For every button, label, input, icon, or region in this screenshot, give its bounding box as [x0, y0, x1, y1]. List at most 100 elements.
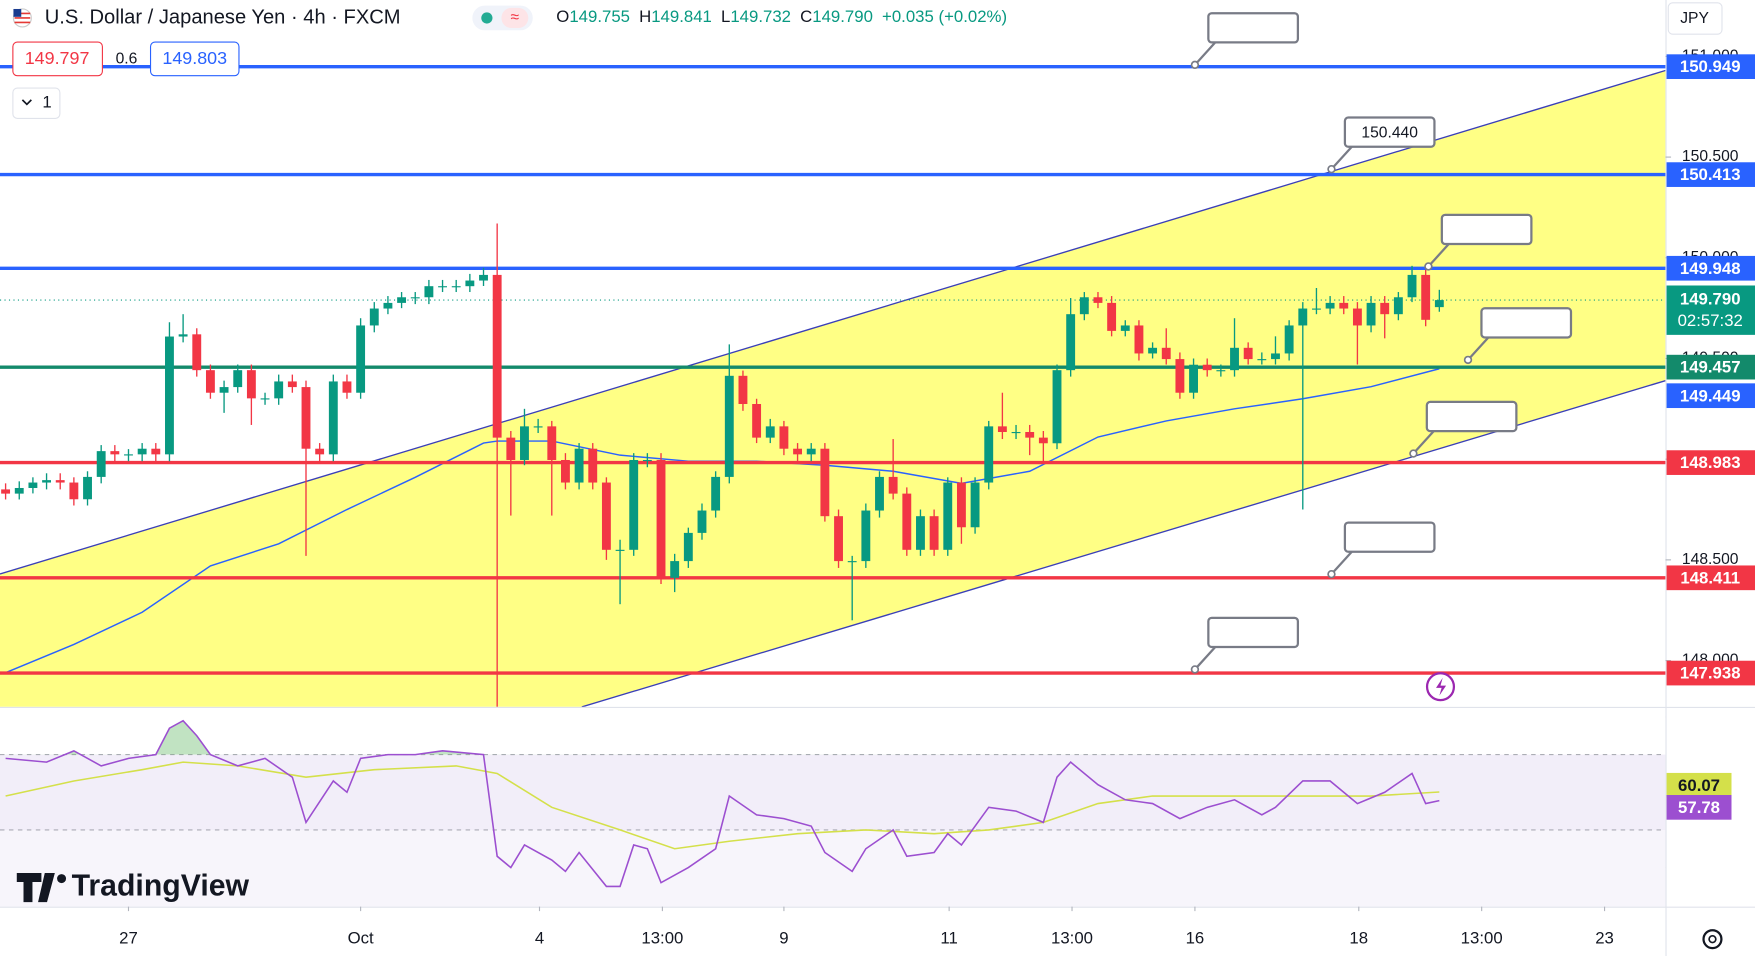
candle-body: [711, 476, 721, 511]
currency[interactable]: JPY: [1680, 10, 1709, 27]
candle-body: [1025, 431, 1035, 438]
rsi-badge-text: 57.78: [1678, 798, 1720, 817]
chevron[interactable]: [21, 99, 32, 106]
candle-body: [1421, 274, 1431, 320]
o-value: 149.755: [569, 7, 630, 26]
candle-body: [997, 426, 1007, 432]
candles-layer: [1, 223, 1444, 707]
candle-body: [1298, 308, 1308, 326]
market-open-dot: [481, 12, 493, 24]
candle-body: [875, 476, 884, 511]
data-icon-glyph: ≈: [511, 9, 520, 26]
candle-body: [902, 493, 912, 550]
candle-body: [260, 398, 270, 400]
candle-body: [1175, 359, 1185, 393]
candle-body: [192, 334, 202, 371]
l-label: L: [721, 7, 730, 26]
callout-anchor: [1327, 569, 1336, 579]
lightning[interactable]: [1436, 677, 1447, 696]
candle-body: [14, 487, 24, 494]
rsi-badge: [1666, 772, 1732, 798]
callout-anchor: [1409, 449, 1418, 458]
level-badge: [1666, 450, 1755, 475]
candle-body: [1120, 325, 1130, 331]
sell-price[interactable]: 149.797: [25, 48, 90, 68]
candle-body: [1325, 302, 1335, 309]
last-price-badge: [1666, 285, 1755, 335]
candle-body: [1271, 353, 1280, 360]
candle-body: [301, 387, 311, 449]
candle-body: [1093, 297, 1103, 303]
candle-body: [369, 308, 379, 326]
candle-body: [533, 426, 543, 428]
candle-body: [233, 370, 243, 388]
callout-box: [1440, 213, 1533, 246]
candle-body: [274, 381, 284, 399]
callout-box: [1480, 307, 1573, 339]
candle-body: [752, 404, 762, 438]
callout-anchor: [1463, 355, 1473, 365]
candle-body: [1216, 370, 1226, 372]
change: +0.035 (+0.02%): [882, 7, 1007, 26]
callout-leader: [1330, 548, 1355, 575]
candle-body: [765, 426, 775, 438]
candle-body: [1230, 347, 1239, 371]
y-tick-label: 150.500: [1682, 148, 1739, 165]
settings-icon-center[interactable]: [1708, 934, 1717, 944]
x-tick-label: 16: [1186, 929, 1205, 948]
candle-body: [1107, 302, 1117, 331]
candle-body: [1134, 325, 1144, 354]
ohlc: O149.755 H149.841 L149.732 C149.790 +0.0…: [556, 7, 1007, 26]
ma-badge: [1666, 383, 1755, 409]
candle-body: [287, 381, 297, 388]
last-price-text: 149.790: [1680, 290, 1741, 309]
candle-body: [1407, 274, 1417, 298]
settings-icon[interactable]: [1702, 929, 1723, 950]
sell-button[interactable]: [12, 41, 103, 77]
candle-body: [1352, 308, 1362, 326]
candle-body: [1052, 370, 1062, 444]
candle-body: [642, 459, 652, 462]
candle-body: [28, 482, 38, 488]
candle-body: [410, 297, 420, 299]
currency-button[interactable]: [1667, 2, 1723, 35]
callout-box: [1343, 521, 1436, 553]
callout-box: [1207, 616, 1300, 649]
candle-body: [479, 274, 488, 281]
candle-body: [219, 387, 229, 393]
buy-price[interactable]: 149.803: [162, 48, 227, 68]
level-badge-text: 150.949: [1680, 57, 1741, 76]
candle-body: [69, 482, 79, 500]
callout-box: [1343, 116, 1436, 148]
x-tick-label: 11: [940, 929, 957, 948]
callout-anchor: [1327, 164, 1336, 174]
rsi-line: [5, 719, 1440, 888]
candle-body: [806, 448, 816, 455]
candle-body: [1380, 302, 1390, 315]
callout-anchor: [1190, 665, 1200, 674]
callout-box: [1207, 12, 1300, 44]
level-badge-text: 149.457: [1680, 358, 1741, 377]
candle-body: [697, 510, 707, 533]
candle-body: [738, 375, 748, 405]
channel-layer: [0, 69, 1666, 707]
o-label: O: [556, 7, 569, 26]
candle-body: [861, 510, 871, 562]
time-axis-bg: [0, 906, 1666, 956]
candle-body: [1312, 308, 1321, 310]
candle-body: [1079, 297, 1089, 315]
rsi-band-fill: [0, 754, 1666, 830]
candle-body: [779, 426, 789, 449]
level-badge-text: 147.938: [1680, 664, 1741, 683]
indicators-toggle[interactable]: [12, 87, 61, 119]
candle-body: [1202, 364, 1212, 371]
header: U.S. Dollar / Japanese Yen · 4h · FXCM ≈…: [12, 2, 1723, 950]
rsi-lower-fill: [0, 829, 1666, 907]
x-tick-label: 4: [535, 929, 544, 948]
candle-body: [55, 480, 65, 483]
candle-body: [834, 516, 843, 562]
buy-button[interactable]: [149, 41, 240, 77]
indicator-count[interactable]: 1: [42, 93, 51, 112]
x-tick-label: 27: [119, 929, 138, 948]
